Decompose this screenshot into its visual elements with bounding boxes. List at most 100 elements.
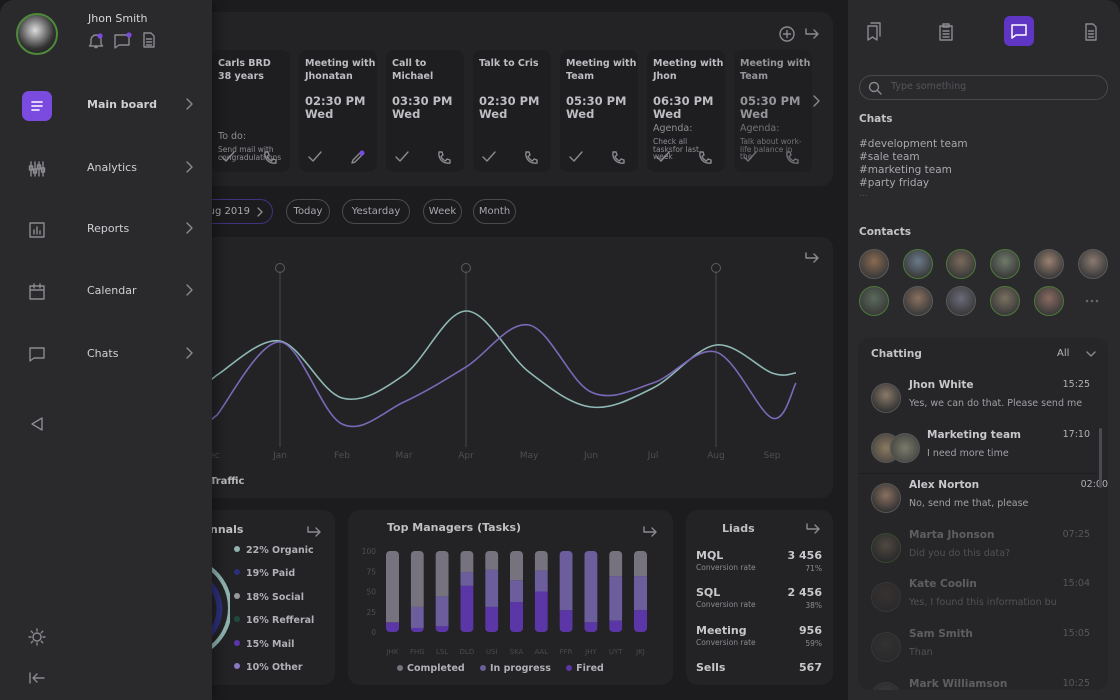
contact-avatar[interactable] [902,286,933,316]
chat-avatar [871,682,901,690]
chat-channel-link[interactable]: #sale team [859,151,920,163]
event-card[interactable]: Talk to Cris 02:30 PM Wed [473,50,551,172]
filter-week[interactable]: Week [423,199,462,224]
managers-title: Top Managers (Tasks) [387,521,522,534]
contact-avatar[interactable] [990,249,1021,279]
filter-today[interactable]: Today [286,199,330,224]
liads-value: 956 [799,624,822,637]
document-icon[interactable] [1084,23,1098,41]
check-icon[interactable] [307,150,323,166]
event-card[interactable]: Carls BRD 38 years To do: Send mail with co… [212,50,290,172]
share-arrow-icon[interactable] [804,27,820,41]
phone-icon[interactable] [610,150,626,166]
chat-item[interactable]: Mark Williamson 10:25 [858,678,1108,690]
chat-filter-dropdown[interactable]: All [1057,348,1099,359]
chat-item[interactable]: Marta Jhonson Did you do this data? 07:25 [858,529,1108,577]
contact-avatar[interactable] [946,286,977,316]
bar-segment-fired [584,622,598,632]
sidebar-item-reports[interactable]: Reports [0,213,212,247]
check-icon[interactable] [655,150,671,166]
card-day: Wed [479,107,508,121]
pencil-icon[interactable] [349,150,365,166]
filter-month[interactable]: Month [473,199,516,224]
chat-channel-link[interactable]: #marketing team [859,164,952,176]
filter-yesterday[interactable]: Yestarday [342,199,410,224]
chat-channel-link[interactable]: #party friday [859,177,930,189]
event-card[interactable]: Meeting with Team 05:30 PM Wed Agenda: Talk a… [734,50,812,172]
liads-row: SQL 2 456 Conversion rate 38% [696,586,822,610]
card-subtitle: Team [740,71,768,82]
sun-icon[interactable] [28,628,46,646]
phone-icon[interactable] [523,150,539,166]
more-contacts-icon[interactable] [1084,298,1100,304]
bar-segment-fired [386,622,399,632]
chat-item[interactable]: Kate Coolin Yes, I found this information… [858,578,1108,626]
search-input[interactable]: Type something [859,75,1108,100]
chat-name: Marketing team [927,429,1021,441]
contact-avatar[interactable] [902,249,933,279]
phone-icon[interactable] [262,150,278,166]
contact-avatar[interactable] [859,249,889,279]
search-placeholder: Type something [891,81,967,92]
event-card[interactable]: Meeting with Jhonatan 02:30 PM Wed [299,50,377,172]
contact-avatar[interactable] [1077,249,1108,279]
bar-segment-in-progress [485,569,499,607]
add-icon[interactable] [779,26,795,42]
phone-icon[interactable] [784,150,800,166]
sidebar-item-main-board[interactable]: Main board [0,89,212,123]
chevron-right-icon[interactable] [811,94,821,108]
chat-icon[interactable] [113,32,133,49]
chat-item[interactable]: Alex Norton No, send me that, please 02:00 [858,479,1108,527]
bell-icon[interactable] [88,32,104,49]
share-arrow-icon[interactable] [306,525,322,539]
bookmarks-icon[interactable] [865,22,883,42]
check-icon[interactable] [220,150,236,166]
check-icon[interactable] [481,150,497,166]
back-triangle-icon[interactable] [30,416,44,432]
chat-scrollbar[interactable] [1099,428,1102,488]
share-arrow-icon[interactable] [805,522,821,536]
liads-row: Meeting 956 Conversion rate 59% [696,624,822,648]
contact-avatar[interactable] [1033,249,1064,279]
sidebar-item-calendar[interactable]: Calendar [0,275,212,309]
user-avatar[interactable] [16,13,58,55]
contact-avatar[interactable] [946,249,977,279]
chat-item[interactable]: Marketing team I need more time 17:10 [858,429,1108,477]
calendar-icon [29,283,45,300]
chat-preview: I need more time [927,448,1009,459]
check-icon[interactable] [568,150,584,166]
contact-avatar[interactable] [859,286,889,316]
document-icon[interactable] [142,32,156,49]
contact-avatar[interactable] [1033,286,1064,316]
chat-icon-wrap [22,340,52,370]
check-icon[interactable] [394,150,410,166]
clipboard-icon[interactable] [938,23,954,41]
chat-channel-link[interactable]: ... [859,189,868,199]
phone-icon[interactable] [697,150,713,166]
event-card[interactable]: Meeting with Jhon 06:30 PM Wed Agenda: Check … [647,50,725,172]
contact-avatar[interactable] [990,286,1021,316]
sidebar-item-analytics[interactable]: Analytics [0,152,212,186]
bar-segment-fired [510,602,523,632]
event-card[interactable]: Meeting with Team 05:30 PM Wed [560,50,638,172]
chat-name: Mark Williamson [909,678,1008,690]
chat-filter-value: All [1057,348,1070,359]
share-arrow-icon[interactable] [804,251,820,265]
event-card[interactable]: Call to Michael 03:30 PM Wed [386,50,464,172]
chat-item[interactable]: Jhon White Yes, we can do that. Please se… [858,379,1108,427]
check-icon[interactable] [742,150,758,166]
bar-segment-completed [485,551,499,570]
channels-title: nnals [210,523,244,536]
tab-chat[interactable] [1004,16,1034,46]
chat-channel-link[interactable]: #development team [859,138,968,150]
phone-icon[interactable] [436,150,452,166]
chat-item[interactable]: Sam Smith Than 15:05 [858,628,1108,676]
sidebar-item-chats[interactable]: Chats [0,338,212,372]
bar-chart-icon-wrap [22,215,52,245]
collapse-icon[interactable] [28,671,46,685]
bar-dld [460,551,474,632]
sidebar-item-label: Calendar [87,284,137,297]
share-arrow-icon[interactable] [642,525,658,539]
contacts-heading: Contacts [859,226,911,238]
bar-ska [510,551,523,632]
